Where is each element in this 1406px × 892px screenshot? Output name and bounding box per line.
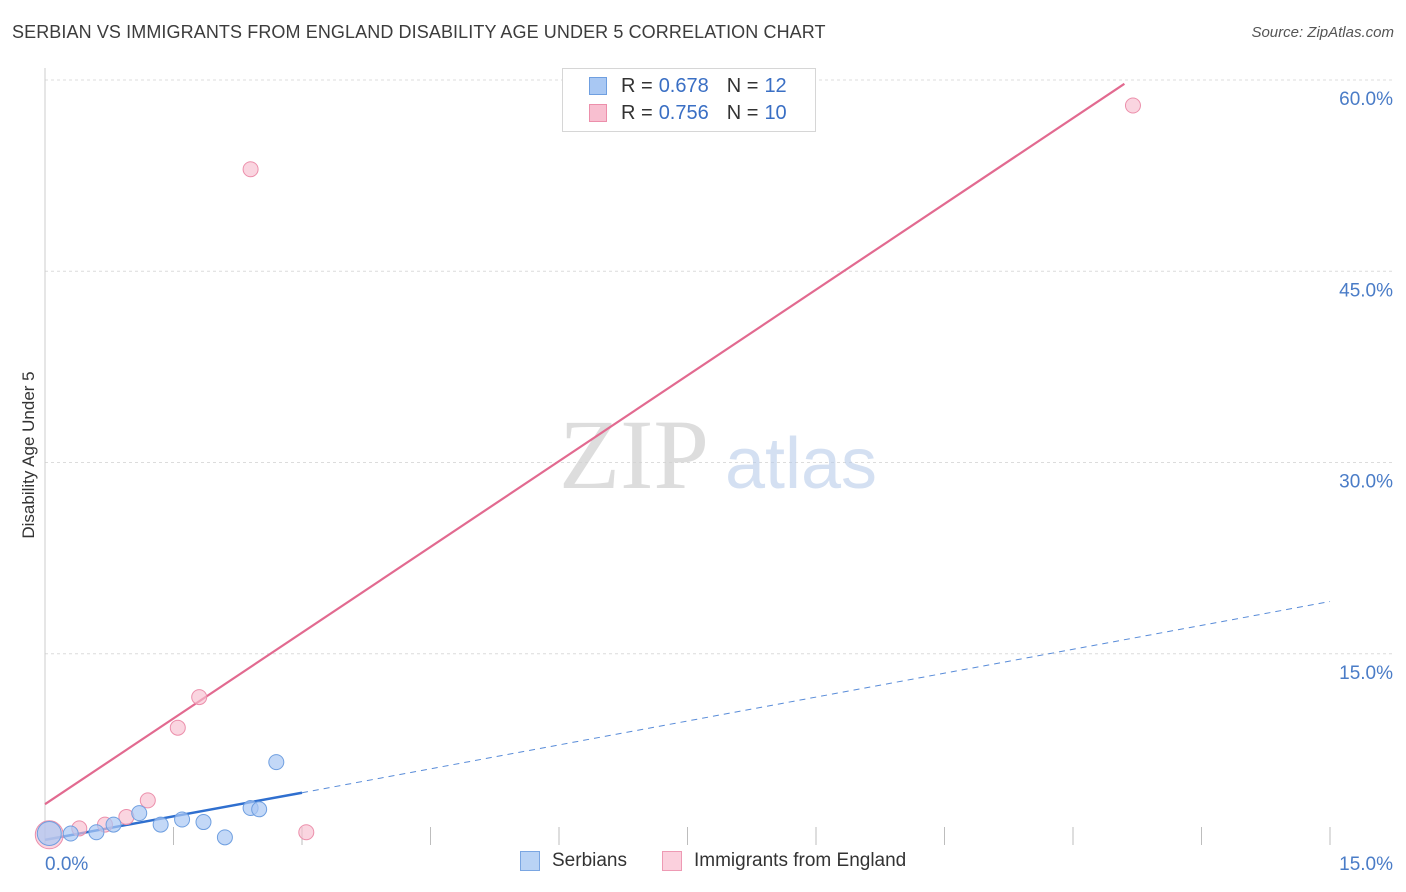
stats-legend: R = 0.678 N = 12 R = 0.756 N = 10 (562, 68, 816, 132)
data-point-serbians (105, 816, 122, 833)
legend-r-label: R = (621, 74, 653, 97)
axes (44, 68, 1331, 845)
trend-lines (44, 82, 1331, 842)
legend-r-value: 0.756 (658, 101, 709, 124)
data-point-serbians (174, 811, 191, 828)
chart-title: SERBIAN VS IMMIGRANTS FROM ENGLAND DISAB… (12, 22, 826, 42)
data-point-serbians (195, 814, 212, 831)
watermark: ZIP atlas (559, 399, 877, 510)
bottom-legend-serbians: Serbians (520, 850, 627, 872)
x-tick-label: 15.0% (1339, 854, 1393, 875)
data-point-serbians (88, 824, 105, 841)
data-point-england (139, 792, 156, 809)
legend-row-serbians: R = 0.678 N = 12 (589, 74, 787, 98)
axis-labels: 15.0% 30.0% 45.0% 60.0% 0.0% 15.0% Disability … (19, 89, 1393, 875)
data-point-england (298, 824, 315, 841)
y-axis-title: Disability Age Under 5 (19, 371, 38, 538)
legend-swatch-england (589, 104, 607, 122)
data-point-serbians (131, 805, 148, 822)
legend-n-label: N = (726, 101, 759, 124)
data-point-serbians (268, 754, 285, 771)
legend-row-england: R = 0.756 N = 10 (589, 101, 787, 125)
data-point-serbians (152, 816, 169, 833)
bottom-legend-swatch-serbians (520, 851, 540, 871)
watermark-zip: ZIP (559, 399, 709, 510)
y-tick-label: 30.0% (1339, 472, 1393, 493)
bottom-legend-label-england: Immigrants from England (694, 850, 907, 871)
data-point-serbians (62, 825, 79, 842)
legend-r-value: 0.678 (658, 74, 709, 97)
bottom-legend-swatch-england (662, 851, 682, 871)
legend-swatch-serbians (589, 77, 607, 95)
y-tick-label: 15.0% (1339, 663, 1393, 684)
data-point-serbians (251, 801, 268, 818)
data-point-serbians (36, 821, 62, 847)
trend-line-england (44, 82, 1126, 806)
bottom-legend-england: Immigrants from England (662, 850, 906, 872)
legend-n-value: 12 (764, 74, 787, 97)
y-tick-label: 45.0% (1339, 280, 1393, 301)
bottom-legend-label-serbians: Serbians (552, 850, 627, 871)
y-tick-label: 60.0% (1339, 89, 1393, 110)
source-label: Source: ZipAtlas.com (1251, 24, 1394, 41)
watermark-atlas: atlas (725, 424, 877, 504)
data-point-england (191, 689, 208, 706)
data-point-england (1124, 97, 1141, 114)
data-point-england (169, 719, 186, 736)
legend-n-label: N = (726, 74, 759, 97)
legend-r-label: R = (621, 101, 653, 124)
legend-n-value: 10 (764, 101, 787, 124)
data-point-england (242, 161, 259, 178)
data-point-serbians (216, 829, 233, 846)
x-tick-label: 0.0% (45, 854, 88, 875)
trend-line-serbians-dashed (301, 600, 1331, 794)
trend-line-serbians (44, 791, 303, 842)
data-points (34, 97, 1141, 850)
